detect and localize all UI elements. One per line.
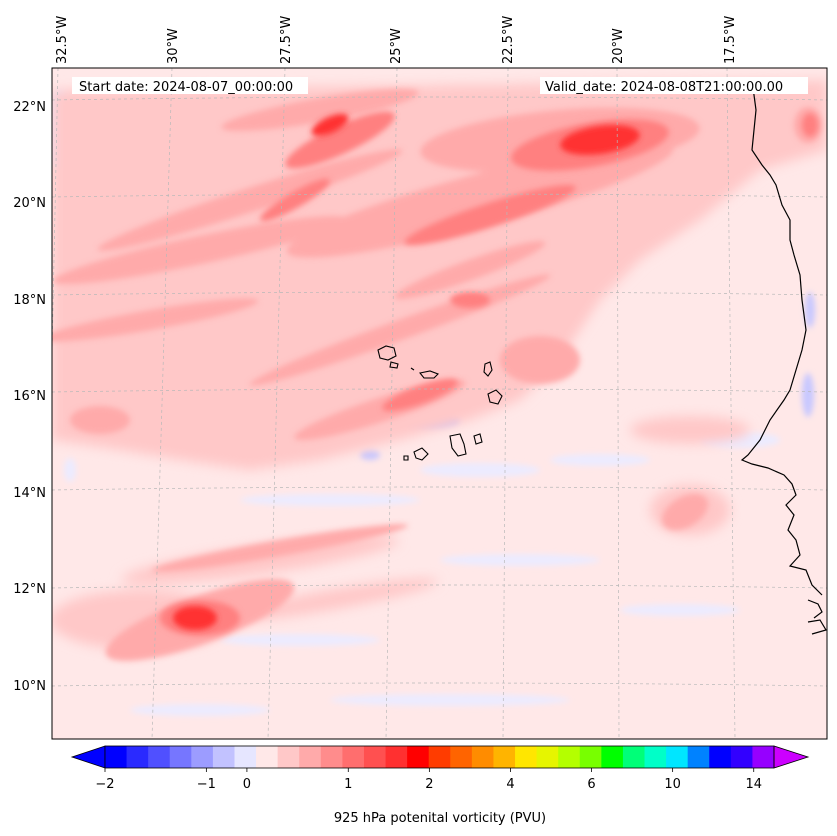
colorbar-cell: [126, 746, 149, 768]
colorbar-cell: [558, 746, 581, 768]
colorbar-extend-high: [773, 745, 810, 769]
coastline-africa: [740, 79, 827, 635]
colorbar-cell: [644, 746, 667, 768]
colorbar-tick-label: 4: [506, 777, 514, 792]
valid-date-label: Valid_date: 2024-08-08T21:00:00.00: [545, 80, 783, 95]
pv-level-max: [173, 113, 640, 630]
colorbar-tick-label: 2: [425, 777, 433, 792]
colorbar-cell: [687, 746, 710, 768]
island-maio: [473, 433, 483, 445]
map-frame: [51, 67, 828, 740]
colorbar-cell: [515, 746, 538, 768]
lon-label: 32.5°W: [55, 16, 70, 64]
valid-date-box: [540, 77, 808, 94]
colorbar-cell: [256, 746, 279, 768]
colorbar-cell: [342, 746, 365, 768]
colorbar-cell: [169, 746, 192, 768]
colorbar-frame: [104, 745, 775, 769]
island-santiago: [449, 433, 467, 457]
colorbar-cell: [471, 746, 494, 768]
lat-label: 12°N: [13, 582, 46, 597]
colorbar-cell: [105, 746, 128, 768]
lon-label: 22.5°W: [501, 16, 516, 64]
colorbar-ticks: −2 −1 0 1 2 4 6 10 14: [95, 768, 762, 792]
colorbar-cell: [752, 746, 775, 768]
colorbar-cell: [148, 746, 171, 768]
island-sal: [483, 361, 493, 377]
colorbar-cell: [407, 746, 430, 768]
start-date-label: Start date: 2024-08-07_00:00:00: [79, 80, 293, 95]
colorbar-tick-label: −1: [197, 777, 216, 792]
colorbar-label: 925 hPa potenital vorticity (PVU): [334, 811, 546, 826]
colorbar-cell: [428, 746, 451, 768]
start-date-box: [72, 77, 308, 94]
lat-label: 20°N: [13, 196, 46, 211]
colorbar-cell: [191, 746, 214, 768]
colorbar-cell: [363, 746, 387, 768]
colorbar-cell: [299, 746, 322, 768]
colorbar-cell: [666, 746, 689, 768]
map-panel: Start date: 2024-08-07_00:00:00 Valid_da…: [52, 68, 827, 739]
colorbar-cell: [234, 746, 257, 768]
lon-label: 30°W: [166, 28, 181, 64]
gridlines: [52, 68, 827, 739]
colorbar-cells: [105, 746, 775, 768]
island-fogo: [413, 447, 429, 461]
colorbar-tick-label: 10: [664, 777, 681, 792]
lon-label: 25°W: [389, 28, 404, 64]
lat-label: 14°N: [13, 486, 46, 501]
colorbar-cell: [277, 746, 300, 768]
colorbar-tick-label: 0: [243, 777, 251, 792]
colorbar-tick-label: 14: [745, 777, 762, 792]
island-santo-antao: [377, 345, 397, 361]
island-brava: [403, 455, 409, 461]
lat-label: 18°N: [13, 293, 46, 308]
colorbar-tick-label: 1: [344, 777, 352, 792]
colorbar-cell: [709, 746, 732, 768]
colorbar: −2 −1 0 1 2 4 6 10 14 925 hPa potenital vorticit…: [70, 745, 810, 826]
colorbar-cell: [493, 746, 516, 768]
lat-label: 22°N: [13, 100, 46, 115]
colorbar-cell: [536, 746, 559, 768]
coastline-cape-verde: [377, 345, 503, 461]
latitude-labels: 22°N 20°N 18°N 16°N 14°N 12°N 10°N: [13, 100, 46, 694]
colorbar-cell: [601, 746, 624, 768]
colorbar-tick-label: 6: [587, 777, 595, 792]
colorbar-cell: [730, 746, 753, 768]
colorbar-cell: [622, 746, 646, 768]
longitude-labels: 32.5°W 30°W 27.5°W 25°W 22.5°W 20°W 17.5…: [55, 16, 738, 64]
colorbar-cell: [212, 746, 235, 768]
lon-label: 20°W: [611, 28, 626, 64]
lon-label: 17.5°W: [723, 16, 738, 64]
lat-label: 10°N: [13, 679, 46, 694]
lat-label: 16°N: [13, 389, 46, 404]
colorbar-tick-label: −2: [95, 777, 114, 792]
colorbar-cell: [385, 746, 408, 768]
island-santa-luzia: [410, 367, 415, 371]
island-sao-nicolau: [419, 370, 439, 379]
island-sao-vicente: [389, 361, 399, 369]
colorbar-extend-low: [70, 745, 106, 769]
lon-label: 27.5°W: [279, 16, 294, 64]
colorbar-cell: [320, 746, 343, 768]
colorbar-cell: [450, 746, 473, 768]
colorbar-cell: [579, 746, 602, 768]
island-boa-vista: [487, 389, 503, 405]
